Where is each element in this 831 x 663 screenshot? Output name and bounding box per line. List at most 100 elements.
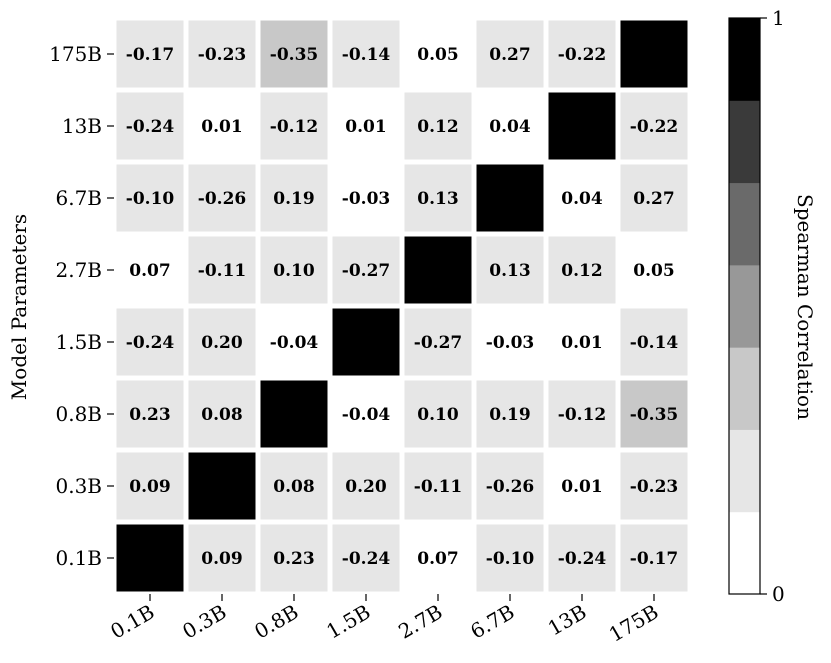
heatmap-cell-value: 0.27 (489, 45, 530, 65)
heatmap-cell (260, 20, 328, 88)
heatmap-cell (188, 20, 256, 88)
colorbar: 01 (728, 6, 785, 606)
y-tick-label: 1.5B (55, 330, 102, 354)
heatmap-cell (260, 164, 328, 232)
heatmap-cell-value: 0.01 (561, 333, 602, 353)
y-tick-label: 175B (49, 42, 102, 66)
heatmap-cell-value: -0.26 (486, 477, 534, 497)
heatmap-cell (260, 524, 328, 592)
heatmap-cell-labels: -0.17 -0.23 -0.35 -0.14 0.05 0.27 -0.22 -0.24 0.… (126, 45, 679, 569)
y-tick-label: 6.7B (55, 186, 102, 210)
heatmap-cell (404, 164, 472, 232)
heatmap-cell (188, 380, 256, 448)
x-tick-label: 13B (544, 600, 591, 641)
heatmap-cell-value: -0.12 (270, 117, 318, 137)
heatmap-cell-value: -0.17 (630, 549, 678, 569)
heatmap-cell (260, 308, 328, 376)
heatmap-cell (548, 236, 616, 304)
heatmap-cell (188, 92, 256, 160)
heatmap-cell (620, 236, 688, 304)
heatmap-cell-value: 0.13 (417, 189, 458, 209)
y-tick-label: 2.7B (55, 258, 102, 282)
heatmap-cell (548, 452, 616, 520)
x-tick-label: 0.1B (106, 600, 158, 644)
colorbar-band (729, 18, 760, 101)
heatmap-cell (332, 524, 400, 592)
heatmap-cell-value: -0.14 (630, 333, 679, 353)
heatmap-cell (116, 92, 184, 160)
heatmap-cell (548, 380, 616, 448)
colorbar-label: Spearman Correlation (793, 194, 817, 420)
heatmap-cell-value: 0.23 (129, 405, 170, 425)
heatmap-cell-value: -0.04 (270, 333, 319, 353)
heatmap-cell (548, 308, 616, 376)
heatmap-cell-value: -0.03 (486, 333, 534, 353)
x-tick-label: 2.7B (394, 600, 446, 644)
heatmap-cell (620, 164, 688, 232)
heatmap-cell (476, 92, 544, 160)
heatmap-cell (188, 308, 256, 376)
heatmap-cell-value: -0.27 (342, 261, 390, 281)
heatmap-cell (548, 524, 616, 592)
heatmap-cell (332, 164, 400, 232)
heatmap-cell-value: 0.04 (489, 117, 531, 137)
heatmap-cell-value: 0.05 (633, 261, 674, 281)
heatmap-cell (260, 452, 328, 520)
heatmap-cell (116, 380, 184, 448)
heatmap-cell-value: -0.14 (342, 45, 391, 65)
heatmap-cell (116, 164, 184, 232)
heatmap-cell-value: 0.01 (561, 477, 602, 497)
heatmap-cell (332, 20, 400, 88)
heatmap-cell (188, 452, 256, 520)
heatmap-cell (620, 92, 688, 160)
heatmap-cell-value: 0.07 (129, 261, 170, 281)
heatmap-cell-value: 0.07 (417, 549, 458, 569)
heatmap-cell-value: 0.04 (561, 189, 603, 209)
colorbar-tick-label: 0 (772, 582, 785, 606)
heatmap-cell-value: 0.09 (201, 549, 242, 569)
heatmap-cell (620, 308, 688, 376)
colorbar-tick-label: 1 (772, 6, 785, 30)
heatmap-cell (332, 380, 400, 448)
heatmap-cell-value: 0.10 (417, 405, 459, 425)
heatmap-cell-value: 0.08 (273, 477, 314, 497)
heatmap-cell (260, 380, 328, 448)
heatmap-cell (188, 236, 256, 304)
heatmap-cell-value: 0.19 (273, 189, 314, 209)
heatmap-cell (476, 380, 544, 448)
colorbar-band (729, 182, 760, 266)
x-axis: 0.1B 0.3B 0.8B 1.5B 2.7B 6.7B 13B 175B (106, 594, 663, 647)
heatmap-cell-value: -0.24 (126, 117, 175, 137)
heatmap-cell-value: 0.19 (489, 405, 530, 425)
y-axis: 175B 13B 6.7B 2.7B 1.5B 0.8B 0.3B 0.1B (49, 42, 114, 570)
heatmap-cell (116, 236, 184, 304)
heatmap-cell (476, 236, 544, 304)
heatmap-cell (404, 524, 472, 592)
heatmap-cell (404, 380, 472, 448)
heatmap-cell-value: -0.11 (198, 261, 246, 281)
heatmap-cell (548, 164, 616, 232)
heatmap-cell (620, 20, 688, 88)
heatmap-cell (404, 452, 472, 520)
heatmap-cell (332, 92, 400, 160)
heatmap-cell-value: -0.26 (198, 189, 246, 209)
heatmap-cell (332, 452, 400, 520)
heatmap-cell-value: -0.23 (630, 477, 678, 497)
heatmap-cell-value: -0.03 (342, 189, 390, 209)
heatmap-cell-value: 0.01 (201, 117, 242, 137)
y-tick-label: 13B (62, 114, 102, 138)
heatmap-cell (404, 308, 472, 376)
heatmap-cell-value: 0.12 (561, 261, 602, 281)
heatmap-cell-value: -0.27 (414, 333, 462, 353)
x-tick-label: 6.7B (466, 600, 518, 644)
heatmap-cell-value: -0.10 (486, 549, 535, 569)
x-tick-label: 1.5B (322, 600, 374, 644)
heatmap-cell-value: -0.22 (558, 45, 606, 65)
colorbar-band (729, 100, 760, 184)
x-tick-label: 175B (605, 600, 663, 647)
heatmap-cell (116, 308, 184, 376)
heatmap-cell (260, 92, 328, 160)
heatmap-cell (548, 20, 616, 88)
heatmap-cell-value: 0.20 (201, 333, 243, 353)
heatmap-cell-value: 0.20 (345, 477, 387, 497)
